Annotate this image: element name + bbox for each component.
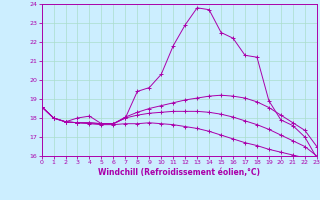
X-axis label: Windchill (Refroidissement éolien,°C): Windchill (Refroidissement éolien,°C) <box>98 168 260 177</box>
